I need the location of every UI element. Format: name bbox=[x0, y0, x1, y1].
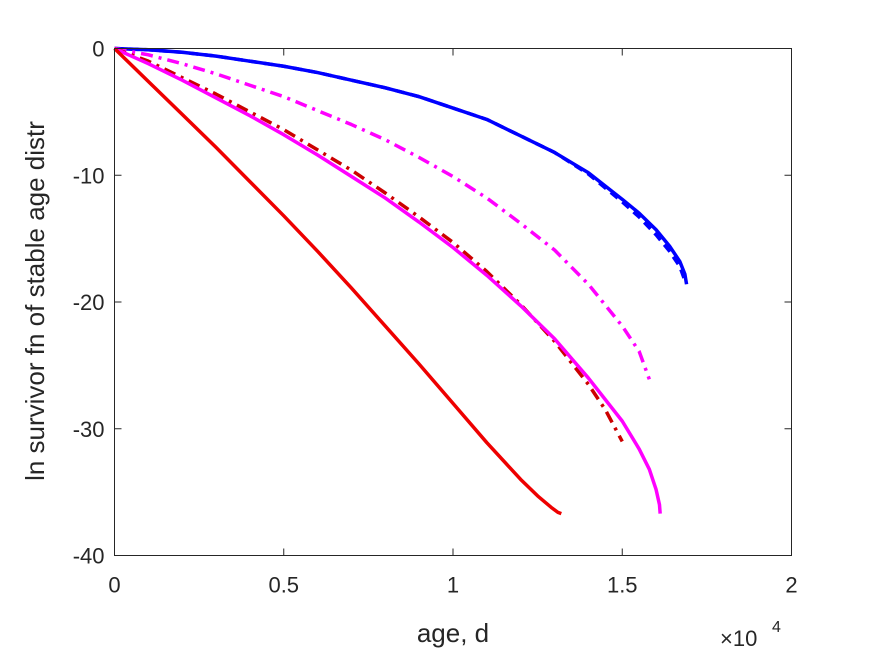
x-tick-label: 2 bbox=[785, 573, 797, 598]
series-line-4 bbox=[113, 46, 624, 443]
y-tick-label: -40 bbox=[73, 544, 105, 569]
y-axis-label: ln survivor fn of stable age distr bbox=[20, 121, 50, 481]
x-tick-label: 1.5 bbox=[607, 573, 638, 598]
y-tick-label: 0 bbox=[92, 37, 104, 62]
series-line-2 bbox=[114, 46, 687, 282]
series-layer bbox=[113, 46, 689, 516]
x-tick-label: 1 bbox=[447, 573, 459, 598]
y-axis-ticks: 0 -10 -20 -30 -40 bbox=[73, 37, 792, 569]
y-tick-label: -10 bbox=[73, 163, 105, 188]
x-axis-ticks: 0 0.5 1 1.5 2 bbox=[108, 48, 798, 598]
x-exponent-base: ×10 bbox=[720, 626, 757, 651]
series-line-6 bbox=[113, 47, 562, 516]
x-tick-label: 0 bbox=[108, 573, 120, 598]
series-line-5 bbox=[113, 46, 662, 514]
plot-area-background bbox=[114, 48, 791, 555]
series-line-3 bbox=[114, 46, 651, 380]
x-tick-label: 0.5 bbox=[268, 573, 299, 598]
x-axis-exponent: ×10 4 bbox=[720, 619, 781, 651]
x-exponent-power: 4 bbox=[772, 619, 781, 636]
y-tick-label: -20 bbox=[73, 290, 105, 315]
x-axis-label: age, d bbox=[417, 618, 489, 648]
y-tick-label: -30 bbox=[73, 417, 105, 442]
